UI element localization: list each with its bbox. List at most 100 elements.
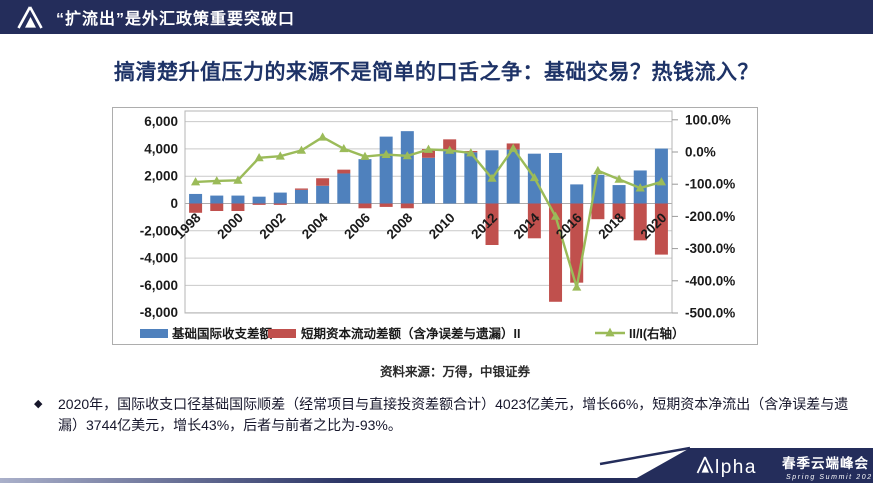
basic-balance-bar — [189, 193, 203, 204]
ratio-line-marker — [275, 151, 285, 160]
combo-chart: 6,000 4,000 2,000 0 -2,000 -4,000 -6,000 -8,000… — [112, 107, 758, 345]
left-axis-tick: -4,000 — [140, 251, 178, 266]
ratio-line-marker — [233, 175, 243, 184]
basic-balance-bar — [358, 159, 372, 204]
header-bar: “扩流出”是外汇政策重要突破口 — [0, 0, 873, 34]
basic-balance-bar — [294, 189, 308, 204]
basic-balance-bar — [612, 185, 626, 204]
short-term-capital-bar — [231, 203, 245, 212]
ratio-line-marker — [529, 172, 539, 182]
ratio-line-marker — [423, 144, 434, 153]
page-title: 搞清楚升值压力的来源不是简单的口舌之争：基础交易？热钱流入？ — [114, 61, 759, 84]
basic-balance-bar — [337, 173, 351, 204]
right-axis-tick: -100.0% — [685, 177, 735, 192]
basic-balance-bar — [654, 148, 668, 204]
legend-label-short-term-capital: 短期资本流动差额（含净误差与遗漏）II — [301, 326, 520, 341]
ratio-line-marker — [318, 132, 328, 141]
event-name-cn: 春季云端峰会 — [781, 455, 869, 471]
ratio-line-marker — [402, 151, 412, 160]
ratio-line-marker — [466, 148, 476, 157]
header-title: “扩流出”是外汇政策重要突破口 — [56, 11, 296, 28]
short-term-capital-bar — [379, 203, 393, 207]
ratio-line-marker — [656, 177, 667, 186]
basic-balance-bar — [549, 152, 563, 204]
brand-text: lpha — [715, 457, 757, 478]
basic-balance-bar — [316, 185, 330, 204]
bullet-item: ◆ 2020年，国际收支口径基础国际顺差（经常项目与直接投资差额合计）4023亿… — [34, 394, 856, 436]
ratio-line-marker — [381, 149, 391, 158]
short-term-capital-bar — [400, 203, 414, 209]
bottom-accent-strip — [0, 478, 873, 483]
short-term-capital-bar — [316, 178, 330, 186]
footer-banner: lpha 春季云端峰会 Spring Summit 2021 — [599, 446, 873, 483]
basic-balance-bar — [464, 152, 478, 204]
short-term-capital-bar — [189, 203, 203, 213]
left-axis-tick: 0 — [170, 196, 178, 211]
right-axis-tick: 100.0% — [685, 112, 731, 127]
right-axis-tick: -200.0% — [685, 209, 735, 224]
bullet-text: 2020年，国际收支口径基础国际顺差（经常项目与直接投资差额合计）4023亿美元… — [58, 396, 849, 433]
basic-balance-bar — [443, 150, 457, 204]
right-axis-tick: -400.0% — [685, 273, 735, 288]
ratio-line-marker — [339, 143, 349, 153]
left-axis-tick: -2,000 — [140, 223, 178, 238]
left-axis-tick: 6,000 — [144, 114, 178, 129]
short-term-capital-bar — [210, 203, 224, 212]
short-term-capital-bar — [591, 203, 605, 220]
banner-shape — [628, 448, 873, 483]
ratio-line-marker — [614, 174, 624, 183]
banner-accent-line — [599, 446, 691, 466]
chart-border — [112, 107, 758, 345]
left-axis-tick: -6,000 — [140, 278, 178, 293]
bullet-diamond-icon: ◆ — [34, 398, 43, 410]
legend-swatch-basic-balance — [140, 329, 168, 338]
ratio-line-marker — [550, 211, 561, 220]
ratio-line-marker — [212, 176, 222, 185]
ratio-line-marker — [508, 143, 518, 152]
short-term-capital-bar — [443, 139, 457, 151]
short-term-capital-bar — [337, 169, 351, 174]
right-axis-tick: -500.0% — [685, 306, 735, 321]
ratio-line-marker — [296, 145, 307, 154]
ratio-line-marker — [572, 282, 582, 291]
short-term-capital-bar — [358, 203, 372, 209]
ratio-line-marker — [593, 165, 603, 175]
ratio-line-marker — [445, 145, 455, 154]
ratio-line-marker — [635, 183, 645, 192]
short-term-capital-bar — [527, 203, 541, 239]
legend-label-ratio: II/I(右轴） — [629, 326, 685, 341]
right-axis-tick: 0.0% — [685, 145, 716, 160]
short-term-capital-bar — [485, 203, 499, 245]
alpha-triangle-icon — [17, 5, 43, 29]
left-axis-tick: -8,000 — [140, 305, 178, 320]
plot-border — [184, 110, 673, 314]
legend-marker-ratio — [605, 327, 615, 337]
short-term-capital-bar — [273, 203, 287, 205]
ratio-line-marker — [254, 152, 264, 162]
basic-balance-bar — [252, 196, 266, 204]
basic-balance-bar — [506, 149, 520, 204]
short-term-capital-bar — [422, 149, 435, 158]
basic-balance-bar — [400, 131, 414, 204]
alpha-brand-logo: lpha — [696, 456, 757, 478]
short-term-capital-bar — [633, 203, 647, 241]
basic-balance-bar — [231, 195, 245, 204]
event-name-en: Spring Summit 2021 — [786, 474, 873, 481]
basic-balance-bar — [422, 157, 435, 204]
left-axis-tick: 4,000 — [144, 141, 178, 156]
legend-swatch-short-term-capital — [268, 329, 296, 338]
basic-balance-bar — [379, 136, 393, 204]
short-term-capital-bar — [294, 188, 308, 190]
basic-balance-bar — [273, 192, 287, 204]
right-axis-tick: -300.0% — [685, 241, 735, 256]
left-axis-tick: 2,000 — [144, 169, 178, 184]
source-note: 资料来源：万得，中银证券 — [379, 365, 530, 379]
short-term-capital-bar — [252, 203, 266, 205]
short-term-capital-bar — [612, 203, 626, 220]
legend-label-basic-balance: 基础国际收支差额I — [171, 326, 275, 341]
ratio-line-marker — [360, 151, 370, 160]
ratio-line-marker — [190, 177, 201, 186]
short-term-capital-bar — [654, 203, 668, 255]
basic-balance-bar — [210, 195, 224, 204]
